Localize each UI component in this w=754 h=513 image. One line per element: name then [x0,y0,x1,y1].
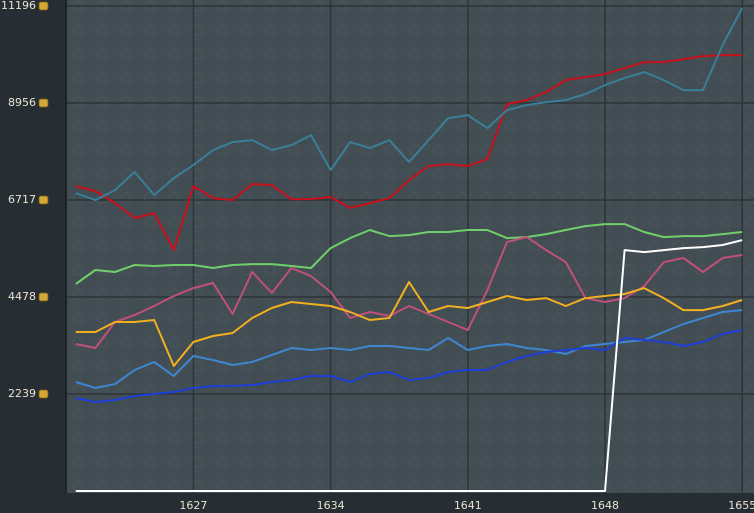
y-tick-label: 8956 [8,96,36,109]
coin-icon [38,292,49,302]
y-tick-label: 4478 [8,290,36,303]
series-line [75,236,743,349]
y-tick-label: 11196 [1,0,36,12]
coin-icon [38,389,49,399]
series-line [75,309,743,389]
coin-icon [38,195,49,205]
coin-icon [38,1,49,11]
series-line [75,329,743,403]
series-line [75,281,743,367]
plot-area [66,0,754,493]
coin-icon [38,98,49,108]
y-tick-label: 2239 [8,387,36,400]
x-tick-label: 1648 [591,499,619,512]
series-line [75,7,744,202]
series-line [75,54,743,252]
x-tick-label: 1634 [317,499,345,512]
x-tick-label: 1627 [179,499,207,512]
x-tick-label: 1641 [454,499,482,512]
series-line [75,223,743,285]
x-tick-label: 1655 [728,499,754,512]
y-tick-label: 6717 [8,193,36,206]
series-line [75,239,743,492]
